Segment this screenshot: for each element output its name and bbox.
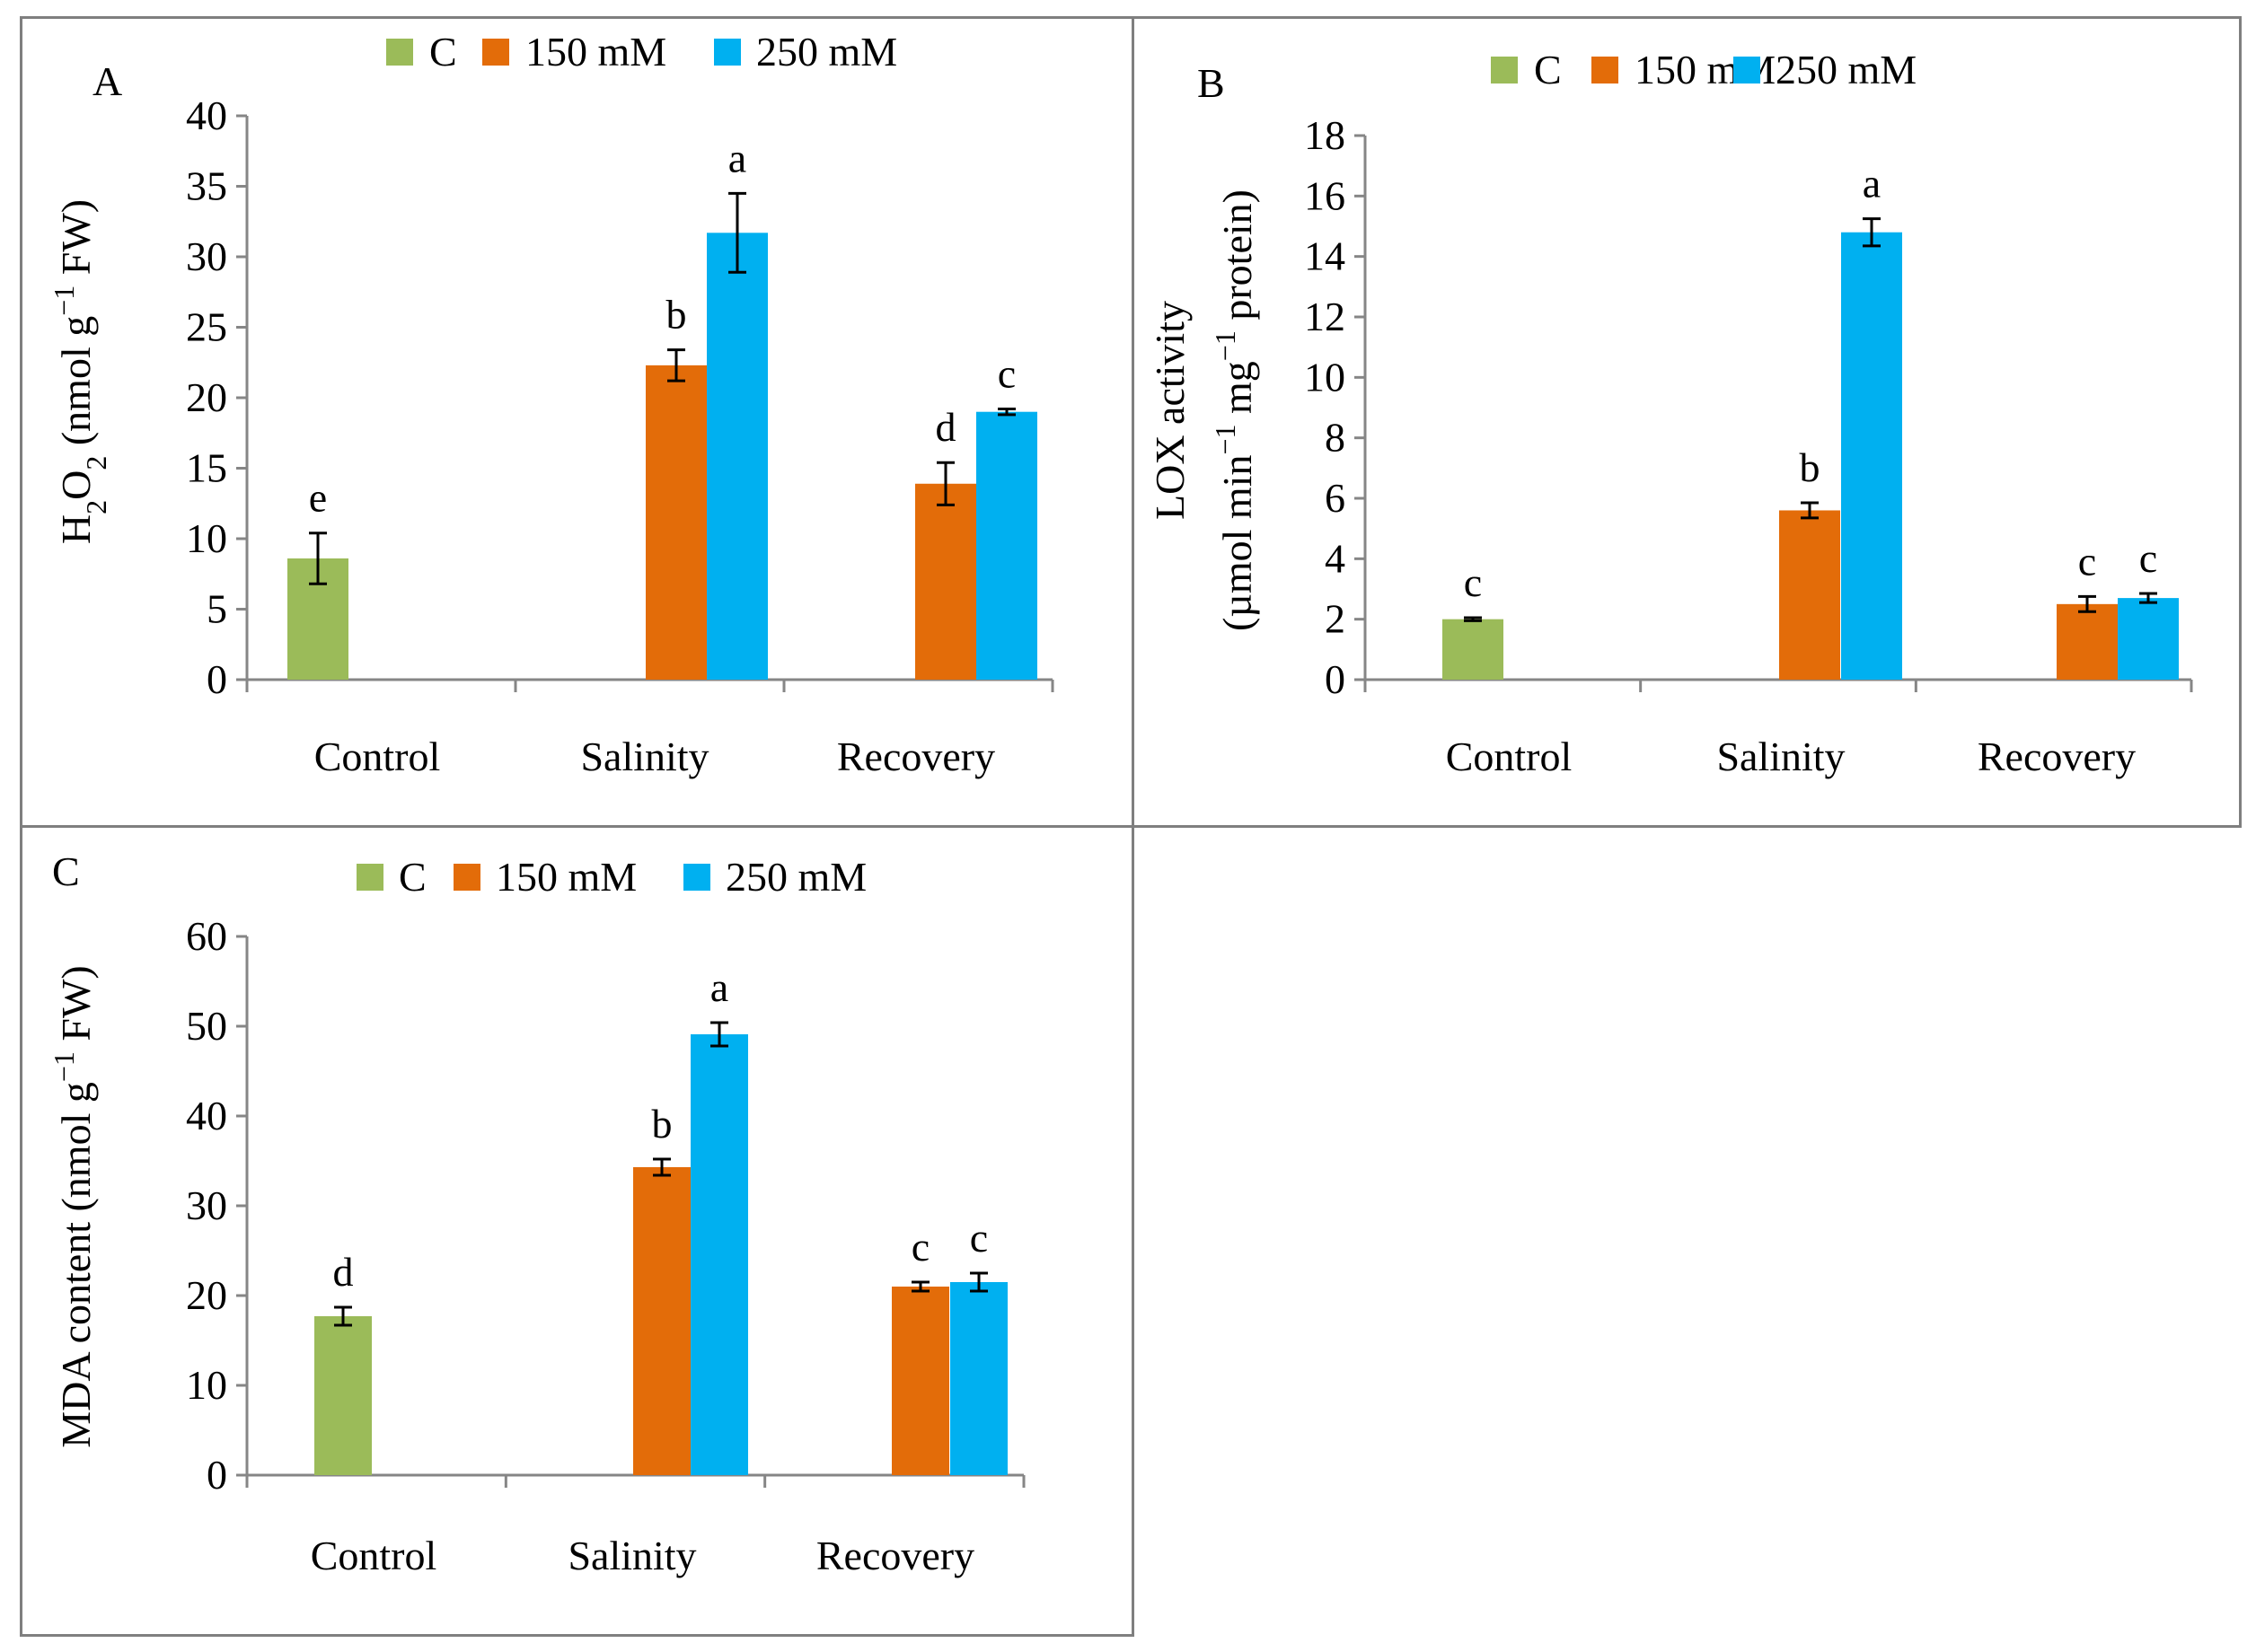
y-tick-label: 35 — [186, 163, 227, 209]
y-tick-label: 2 — [1325, 596, 1345, 642]
y-tick-label: 18 — [1304, 112, 1345, 158]
y-tick-label: 0 — [207, 656, 227, 702]
legend-label: C — [1534, 47, 1562, 92]
bar — [1779, 510, 1840, 680]
bar — [646, 365, 707, 680]
panel-letter: C — [52, 848, 80, 894]
bar — [950, 1282, 1008, 1475]
y-tick-label: 30 — [186, 1182, 227, 1228]
bar — [2118, 598, 2179, 680]
y-tick-label: 10 — [186, 515, 227, 561]
y-tick-label: 25 — [186, 304, 227, 350]
y-tick-label: 14 — [1304, 233, 1345, 279]
y-tick-label: 10 — [1304, 354, 1345, 400]
y-axis-label-line2: (µmol min−1 mg−1 protein) — [1209, 189, 1260, 631]
panel-letter: A — [93, 58, 122, 104]
significance-letter: c — [2078, 538, 2096, 584]
significance-letter: c — [2139, 535, 2157, 581]
bar — [1841, 232, 1902, 680]
x-tick-label: Control — [311, 1533, 437, 1578]
significance-letter: c — [998, 351, 1016, 397]
y-tick-label: 0 — [1325, 656, 1345, 702]
bar — [707, 233, 768, 680]
y-tick-label: 20 — [186, 374, 227, 420]
significance-letter: e — [309, 475, 327, 521]
significance-letter: b — [1800, 444, 1820, 490]
y-axis-label: MDA content (nmol g−1 FW) — [48, 965, 99, 1447]
panel-c: C MDA content (nmol g−1 FW) — [48, 848, 99, 1448]
legend-label: C — [429, 29, 457, 75]
y-axis-label-line1: LOX activity — [1147, 301, 1193, 520]
legend-swatch — [714, 39, 741, 66]
significance-letter: c — [1464, 559, 1482, 605]
y-tick-label: 12 — [1304, 294, 1345, 339]
y-tick-label: 30 — [186, 233, 227, 279]
legend-label: 150 mM — [525, 29, 666, 75]
legend-swatch — [1591, 57, 1618, 83]
y-tick-label: 60 — [186, 913, 227, 959]
legend-label: 250 mM — [756, 29, 897, 75]
significance-letter: a — [1863, 161, 1881, 206]
x-tick-label: Control — [1446, 734, 1573, 779]
bar — [892, 1287, 949, 1475]
panel-letter: B — [1197, 60, 1225, 106]
legend-label: C — [399, 854, 427, 900]
panel-b: B LOX activity (µmol min−1 mg−1 protein) — [1147, 60, 1260, 631]
significance-letter: c — [970, 1215, 988, 1261]
panel-c-frame — [20, 825, 1134, 1637]
y-tick-label: 10 — [186, 1362, 227, 1408]
y-tick-label: 8 — [1325, 415, 1345, 461]
x-tick-label: Recovery — [837, 734, 995, 779]
x-tick-label: Recovery — [1978, 734, 2136, 779]
chart-panel-a: C 150 mM 250 mM 0 5 10 15 20 25 30 35 40 Control Sali… — [186, 29, 1054, 779]
x-tick-label: Salinity — [1716, 734, 1845, 779]
legend-swatch — [482, 39, 509, 66]
significance-letter: a — [728, 135, 746, 180]
x-tick-label: Recovery — [816, 1533, 974, 1578]
legend-swatch — [357, 864, 383, 891]
y-tick-label: 50 — [186, 1003, 227, 1049]
bar — [633, 1167, 691, 1475]
legend-swatch — [1733, 57, 1760, 83]
y-tick-label: 15 — [186, 445, 227, 491]
panel-b-frame — [1132, 16, 2242, 828]
bar — [1442, 619, 1503, 680]
legend-swatch — [386, 39, 413, 66]
x-tick-label: Salinity — [580, 734, 709, 779]
x-tick-label: Control — [314, 734, 441, 779]
y-axis-label: H2O2 (nmol g−1 FW) — [48, 199, 112, 544]
significance-letter: d — [936, 404, 956, 450]
y-tick-label: 20 — [186, 1272, 227, 1318]
bar — [2057, 603, 2118, 680]
y-tick-label: 16 — [1304, 172, 1345, 218]
y-tick-label: 6 — [1325, 475, 1345, 521]
panel-a: A H2O2 (nmol g−1 FW) — [48, 58, 122, 544]
legend-label: 150 mM — [496, 854, 637, 900]
legend-label: 250 mM — [726, 854, 867, 900]
x-tick-label: Salinity — [568, 1533, 696, 1578]
legend-swatch — [454, 864, 480, 891]
bar — [691, 1034, 748, 1475]
y-tick-label: 5 — [207, 586, 227, 632]
legend-swatch — [683, 864, 710, 891]
significance-letter: a — [710, 964, 728, 1010]
y-tick-label: 4 — [1325, 535, 1345, 581]
significance-letter: b — [666, 292, 687, 338]
y-tick-label: 40 — [186, 92, 227, 138]
legend-label: 250 mM — [1776, 47, 1917, 92]
legend-swatch — [1491, 57, 1518, 83]
significance-letter: d — [333, 1249, 354, 1295]
chart-panel-c: C 150 mM 250 mM 0 10 20 30 40 50 60 Control Salinit… — [186, 854, 1026, 1578]
significance-letter: c — [912, 1224, 930, 1270]
bar — [314, 1316, 372, 1475]
y-tick-label: 0 — [207, 1452, 227, 1498]
significance-letter: b — [652, 1101, 673, 1147]
bar — [915, 483, 976, 680]
bar — [976, 411, 1037, 680]
y-tick-label: 40 — [186, 1093, 227, 1138]
